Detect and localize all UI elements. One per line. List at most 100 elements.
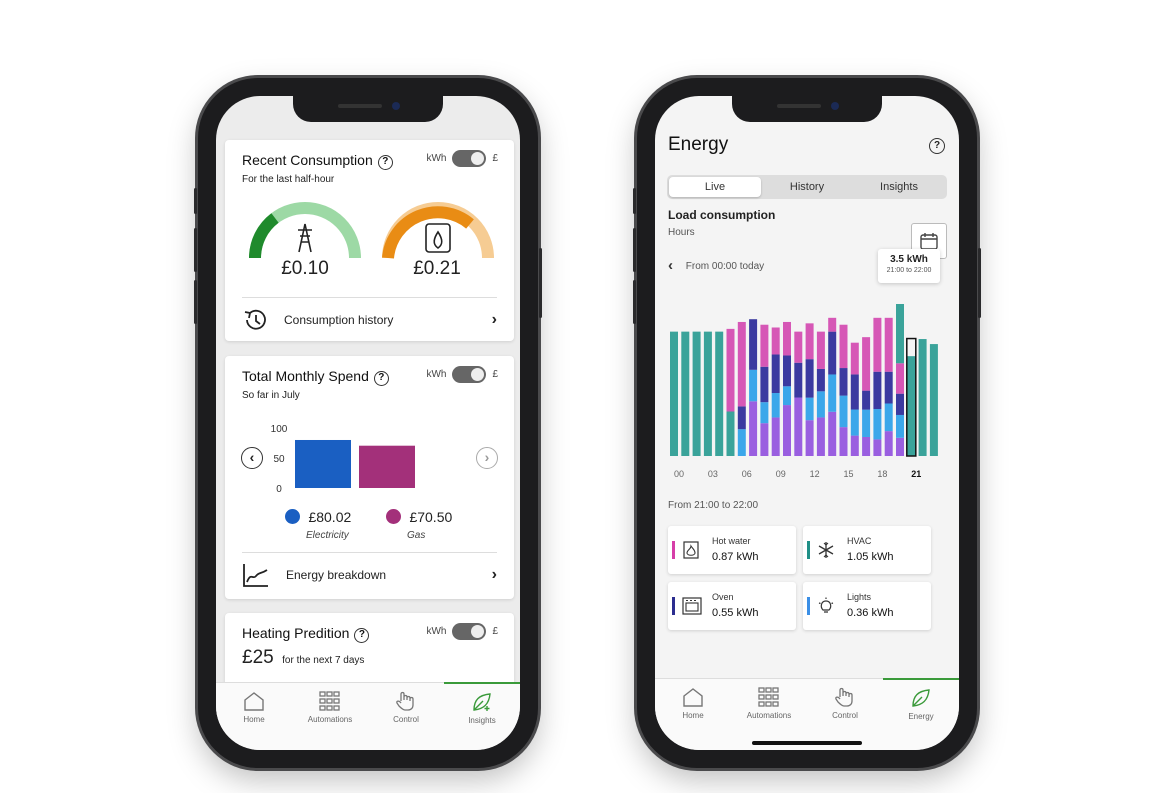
tab-home[interactable]: Home [216,683,292,750]
bar-hour-20[interactable] [896,304,904,456]
bar-hour-09[interactable] [771,327,780,456]
stat-hvac[interactable]: HVAC 1.05 kWh [803,526,931,574]
unit-toggle[interactable]: kWh £ [426,366,498,383]
bar-hour-10[interactable] [783,321,791,456]
toggle-switch[interactable] [452,623,487,640]
bar-hour-13[interactable] [816,331,825,456]
toggle-switch[interactable] [452,150,487,167]
bar-segment-other [839,427,848,456]
bar-hour-14[interactable] [828,317,837,456]
consumption-history-label: Consumption history [284,312,394,327]
volume-down-button [633,280,636,324]
toggle-left-label: kWh [426,626,447,637]
bar-gas[interactable] [359,445,415,488]
tab-energy[interactable]: Energy [883,678,959,750]
help-icon[interactable]: ? [354,628,370,643]
monthly-spend-subtitle: So far in July [242,390,300,401]
bar-hour-18[interactable] [873,317,882,456]
chart-tooltip: 3.5 kWh 21:00 to 22:00 [878,249,940,283]
segment-insights[interactable]: Insights [880,181,918,193]
bar-hour-06[interactable] [737,321,746,456]
bar-hour-02[interactable] [692,331,701,456]
tab-automations[interactable]: Automations [292,683,368,750]
x-tick-label: 00 [674,469,684,479]
stat-name: Oven [712,592,734,602]
tab-home[interactable]: Home [655,679,731,750]
heating-prediction-title: Heating Predition? [242,625,370,643]
bar-segment-lights [839,395,848,428]
bar-segment-hot_water [783,321,791,356]
unit-toggle[interactable]: kWh £ [426,623,498,640]
toggle-switch[interactable] [452,366,487,383]
bar-segment-hvac [692,331,701,456]
bar-hour-15[interactable] [839,324,848,456]
oven-color-bar [672,597,675,615]
help-icon[interactable]: ? [929,138,945,154]
tab-insights[interactable]: Insights [444,682,520,750]
bar-segment-oven [771,354,780,394]
energy-breakdown-link[interactable]: Energy breakdown › [242,552,497,596]
chevron-right-icon[interactable]: › [476,447,498,469]
bar-segment-hvac [726,411,735,456]
gas-gauge [382,202,494,259]
tab-automations-label: Automations [746,711,792,720]
bar-segment-lights [771,393,780,418]
bar-hour-00[interactable] [670,331,678,456]
bar-hour-23[interactable] [929,344,938,456]
chevron-left-icon[interactable]: ‹ [668,257,673,274]
segment-live[interactable]: Live [669,177,761,197]
bar-hour-01[interactable] [681,331,690,456]
bar-hour-22[interactable] [918,339,927,456]
tab-automations[interactable]: Automations [731,679,807,750]
bar-hour-04[interactable] [715,331,724,456]
bar-hour-16[interactable] [850,342,859,456]
bar-hour-05[interactable] [726,328,735,456]
tab-automations-label: Automations [307,715,353,724]
toggle-right-label: £ [492,153,498,164]
bar-segment-lights [737,429,746,456]
stat-value: 0.36 kWh [847,607,894,619]
bar-segment-hot_water [760,324,769,367]
bar-segment-lights [760,402,769,424]
load-consumption-chart[interactable]: 00 03 06 09 12 15 18 21 [668,292,938,484]
stat-lights[interactable]: Lights 0.36 kWh [803,582,931,630]
bar-segment-hot_water [839,324,848,369]
unit-toggle[interactable]: kWh £ [426,150,498,167]
stat-hot-water[interactable]: Hot water 0.87 kWh [668,526,796,574]
tab-control[interactable]: Control [807,679,883,750]
electricity-label: Electricity [306,530,349,541]
bar-segment-hvac [670,331,678,456]
help-icon[interactable]: ? [373,371,389,386]
bar-hour-21[interactable] [906,337,917,457]
bar-hour-17[interactable] [862,337,871,456]
electricity-legend: £80.02 Electricity [285,509,351,541]
bar-hour-03[interactable] [703,331,712,456]
stat-oven[interactable]: Oven 0.55 kWh [668,582,796,630]
bar-hour-12[interactable] [805,323,814,456]
tab-insights-label: Insights [468,716,496,725]
bar-hour-11[interactable] [794,331,803,456]
electricity-amount: £80.02 [308,509,352,525]
consumption-history-link[interactable]: Consumption history › [242,297,497,341]
right-phone: Energy ? Live History Insights Load cons… [633,78,981,768]
bottom-tab-bar: Home Automations Control Energy [655,678,959,750]
tooltip-value: 3.5 kWh [890,254,928,265]
bar-segment-hot_water [737,321,746,407]
bar-segment-other [760,423,769,456]
help-icon[interactable]: ? [377,155,393,170]
bar-hour-08[interactable] [760,324,769,456]
range-selector[interactable]: ‹ From 00:00 today [668,257,764,274]
tab-control[interactable]: Control [368,683,444,750]
chevron-left-icon[interactable]: ‹ [241,447,263,469]
bar-segment-other [771,417,780,456]
toggle-left-label: kWh [426,369,447,380]
bar-segment-other [783,405,791,456]
bar-hour-07[interactable] [749,319,758,456]
bar-hour-19[interactable] [884,317,893,456]
bar-segment-oven [783,355,791,387]
segment-history[interactable]: History [789,181,825,193]
tab-home-label: Home [682,711,704,720]
stat-value: 0.87 kWh [712,551,759,563]
bar-electricity[interactable] [295,439,351,488]
stat-value: 0.55 kWh [712,607,759,619]
